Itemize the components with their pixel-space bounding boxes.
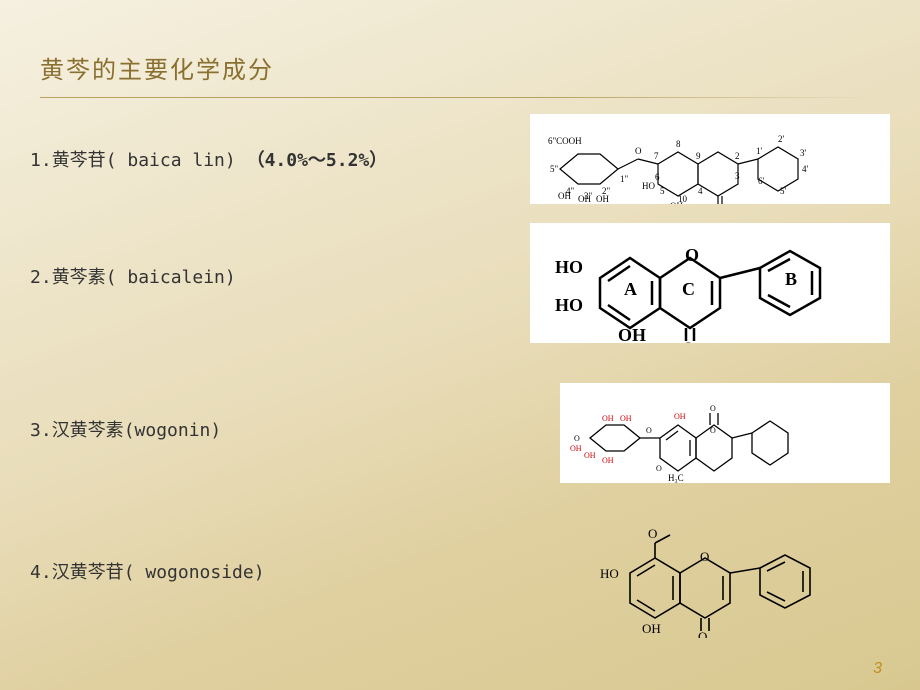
item-name-en: ( wogonoside)	[124, 562, 265, 583]
page-number: 3	[873, 660, 882, 678]
item-num: 3.	[30, 420, 52, 441]
svg-text:2: 2	[735, 151, 740, 161]
svg-text:O: O	[635, 146, 642, 156]
svg-text:3: 3	[735, 171, 740, 181]
svg-text:O: O	[685, 245, 699, 265]
svg-text:O: O	[700, 549, 709, 564]
structure-baicalein: HO HO OH A B C O O	[530, 223, 890, 343]
svg-text:4: 4	[698, 186, 703, 196]
structure-baicalin: 6"COOH 5" 4" 3" 2" 1" OHOHOH O 789 21' 2…	[530, 114, 890, 204]
item-name-cn: 黄芩素	[52, 267, 106, 288]
svg-text:O: O	[648, 526, 657, 541]
svg-text:3': 3'	[800, 148, 807, 158]
svg-text:HO: HO	[555, 295, 583, 315]
item-name-en: ( baica lin)	[106, 150, 236, 171]
svg-text:5": 5"	[550, 164, 559, 174]
svg-text:HO: HO	[555, 257, 583, 277]
structure-wogonoside: O HO OH O O	[560, 513, 890, 638]
svg-text:HO: HO	[600, 566, 619, 581]
svg-text:1': 1'	[756, 146, 763, 156]
svg-text:6': 6'	[758, 176, 765, 186]
svg-text:O: O	[656, 464, 662, 473]
list-item-2: 2.黄芩素( baicalein)	[30, 263, 236, 289]
svg-text:OH: OH	[596, 194, 609, 204]
svg-text:OH: OH	[558, 191, 571, 201]
svg-text:OH: OH	[670, 201, 683, 204]
svg-text:OH: OH	[570, 444, 582, 453]
svg-text:H₃C: H₃C	[668, 473, 684, 483]
svg-text:6: 6	[655, 172, 660, 182]
svg-text:O: O	[646, 426, 652, 435]
svg-text:A: A	[624, 279, 637, 299]
item-name-cn: 黄芩苷	[52, 150, 106, 171]
item-num: 2.	[30, 267, 52, 288]
item-name-cn: 汉黄芩素	[52, 420, 124, 441]
svg-text:4': 4'	[802, 164, 809, 174]
svg-text:O: O	[682, 340, 694, 343]
svg-text:O: O	[710, 426, 716, 435]
item-name-cn: 汉黄芩苷	[52, 562, 124, 583]
svg-text:OH: OH	[642, 621, 661, 636]
svg-text:8: 8	[676, 139, 681, 149]
svg-text:2': 2'	[778, 134, 785, 144]
list-item-4: 4.汉黄芩苷( wogonoside)	[30, 558, 265, 584]
svg-text:OH: OH	[620, 414, 632, 423]
svg-text:C: C	[682, 279, 695, 299]
item-num: 4.	[30, 562, 52, 583]
list-item-1: 1.黄芩苷( baica lin) （4.0%～5.2%）	[30, 146, 387, 172]
svg-text:O: O	[698, 629, 707, 638]
content-area: 1.黄芩苷( baica lin) （4.0%～5.2%） 2.黄芩素( bai…	[0, 98, 920, 658]
item-extra: （4.0%～5.2%）	[247, 150, 388, 171]
svg-text:OH: OH	[578, 194, 591, 204]
svg-text:OH: OH	[602, 456, 614, 465]
svg-text:7: 7	[654, 151, 659, 161]
svg-text:9: 9	[696, 151, 701, 161]
structure-wogonin: OHOH OHOH OOH O OH O OH₃C O	[560, 383, 890, 483]
slide-title: 黄芩的主要化学成分	[40, 50, 920, 93]
svg-text:5': 5'	[780, 186, 787, 196]
svg-text:5: 5	[660, 186, 665, 196]
item-name-en: (wogonin)	[124, 420, 222, 441]
svg-text:O: O	[574, 434, 580, 443]
svg-text:B: B	[785, 269, 797, 289]
svg-text:1": 1"	[620, 174, 629, 184]
item-num: 1.	[30, 150, 52, 171]
list-item-3: 3.汉黄芩素(wogonin)	[30, 416, 221, 442]
svg-text:OH: OH	[618, 325, 646, 343]
svg-text:HO: HO	[642, 181, 655, 191]
item-name-en: ( baicalein)	[106, 267, 236, 288]
svg-text:OH: OH	[584, 451, 596, 460]
svg-text:OH: OH	[602, 414, 614, 423]
svg-text:OH: OH	[674, 412, 686, 421]
svg-text:6"COOH: 6"COOH	[548, 136, 582, 146]
svg-text:O: O	[710, 404, 716, 413]
